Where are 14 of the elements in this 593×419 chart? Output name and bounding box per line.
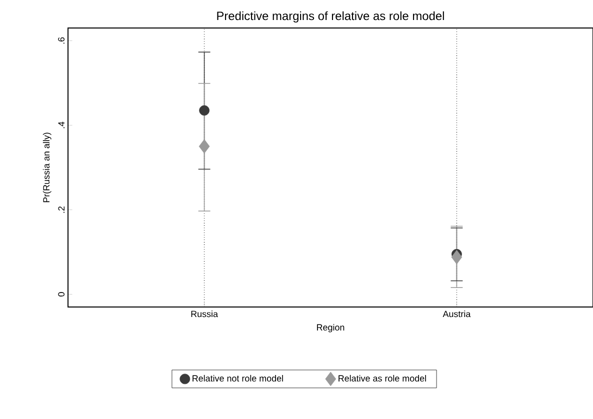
y-tick-label: 0 xyxy=(58,292,64,296)
legend-label: Relative as role model xyxy=(338,374,426,382)
y-axis-title: Pr(Russia an ally) xyxy=(42,132,52,202)
point xyxy=(198,139,210,154)
y-tick-label: .6 xyxy=(58,37,64,44)
point xyxy=(451,250,462,264)
point xyxy=(199,105,210,116)
x-tick-label: Austria xyxy=(442,310,471,318)
y-tick-label: .4 xyxy=(58,122,64,128)
legend-label: Relative not role model xyxy=(192,374,283,382)
y-tick-label: .2 xyxy=(58,206,64,213)
chart-title: Predictive margins of relative as role model xyxy=(217,11,444,22)
x-tick-label: Russia xyxy=(191,310,218,318)
x-axis-title: Region xyxy=(317,324,344,332)
